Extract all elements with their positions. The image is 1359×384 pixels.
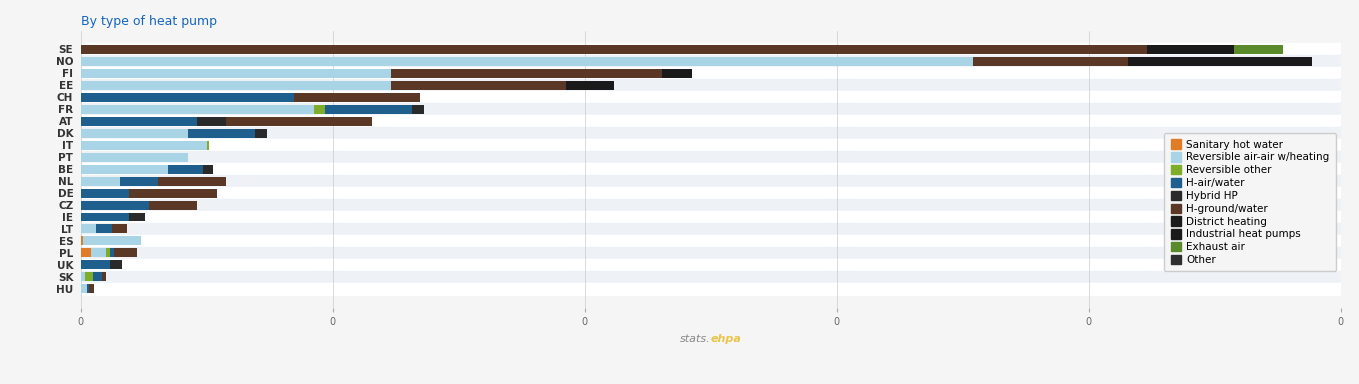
Bar — [82, 79, 1341, 91]
Bar — [82, 248, 91, 257]
Bar — [82, 212, 129, 222]
Bar — [391, 81, 565, 89]
Bar — [129, 212, 145, 222]
Bar — [120, 177, 159, 185]
Bar — [973, 56, 1128, 66]
Bar — [159, 177, 227, 185]
Bar — [110, 260, 121, 270]
Bar — [82, 43, 1341, 55]
Text: By type of heat pump: By type of heat pump — [82, 15, 217, 28]
Bar — [82, 260, 110, 270]
Bar — [294, 93, 420, 102]
Bar — [110, 248, 114, 257]
Bar — [1147, 45, 1234, 54]
Bar — [82, 247, 1341, 259]
Bar — [207, 141, 209, 149]
Bar — [82, 235, 1341, 247]
Bar — [82, 141, 207, 149]
Bar — [662, 69, 692, 78]
Bar — [114, 248, 137, 257]
Bar — [102, 273, 106, 281]
Bar — [82, 271, 1341, 283]
Bar — [96, 225, 111, 233]
Bar — [82, 151, 1341, 163]
Bar — [82, 127, 1341, 139]
Bar — [82, 211, 1341, 223]
Bar — [82, 273, 84, 281]
Bar — [391, 69, 662, 78]
Bar — [82, 187, 1341, 199]
Bar — [325, 104, 412, 114]
Bar — [197, 117, 227, 126]
Bar — [82, 103, 1341, 115]
Bar — [87, 285, 88, 293]
Bar — [88, 285, 95, 293]
Text: ehpa: ehpa — [711, 334, 742, 344]
Bar — [82, 237, 83, 245]
Bar — [82, 283, 1341, 295]
Bar — [82, 163, 1341, 175]
Bar — [82, 129, 188, 137]
Bar — [82, 285, 87, 293]
Bar — [169, 164, 202, 174]
Bar — [129, 189, 216, 197]
Bar — [82, 45, 1147, 54]
Bar — [82, 225, 96, 233]
Bar — [82, 175, 1341, 187]
Bar — [84, 273, 92, 281]
Bar — [82, 164, 169, 174]
Bar — [82, 67, 1341, 79]
Bar — [412, 104, 424, 114]
Bar — [82, 199, 1341, 211]
Bar — [82, 81, 391, 89]
Bar — [227, 117, 371, 126]
Bar — [82, 177, 120, 185]
Bar — [92, 273, 102, 281]
Bar — [202, 164, 213, 174]
Bar — [82, 152, 188, 162]
Bar — [82, 93, 294, 102]
Bar — [255, 129, 266, 137]
Bar — [148, 200, 197, 210]
Bar — [82, 91, 1341, 103]
Bar — [83, 237, 141, 245]
Bar — [82, 189, 129, 197]
Bar — [1128, 56, 1311, 66]
Bar — [82, 104, 314, 114]
Bar — [82, 223, 1341, 235]
Text: stats.: stats. — [681, 334, 711, 344]
Bar — [82, 200, 148, 210]
Bar — [82, 69, 391, 78]
Bar — [82, 117, 197, 126]
Bar — [565, 81, 614, 89]
Bar — [82, 56, 973, 66]
Bar — [82, 55, 1341, 67]
Bar — [188, 129, 255, 137]
Bar — [82, 259, 1341, 271]
Bar — [106, 248, 110, 257]
Bar — [91, 248, 106, 257]
Bar — [82, 139, 1341, 151]
Bar — [314, 104, 325, 114]
Bar — [111, 225, 128, 233]
Legend: Sanitary hot water, Reversible air-air w/heating, Reversible other, H-air/water,: Sanitary hot water, Reversible air-air w… — [1165, 133, 1336, 271]
Bar — [82, 115, 1341, 127]
Bar — [1234, 45, 1283, 54]
